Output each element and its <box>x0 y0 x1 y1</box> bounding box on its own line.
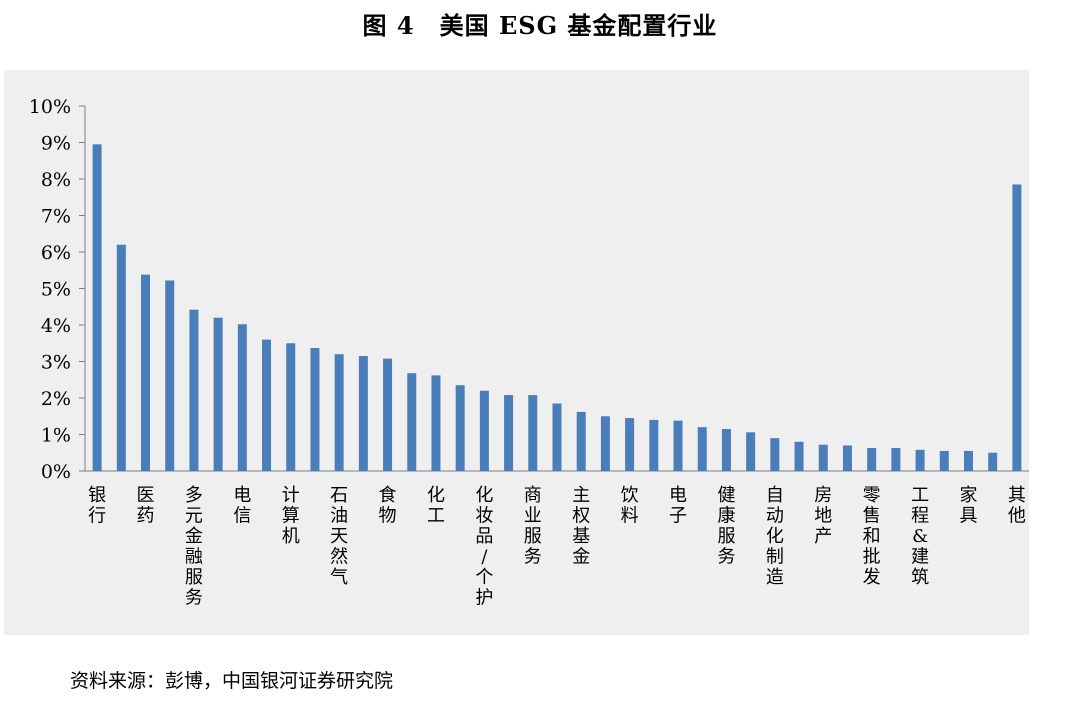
x-tick-label: 商业服务 <box>524 485 542 568</box>
figure-title: 图 4 美国 ESG 基金配置行业 <box>362 11 718 40</box>
bar <box>504 395 514 471</box>
chart-panel: 0% 1% 2% 3% 4% 5% 6% 7% 8% 9% 10% 银行 医药 多元金融服务 电信 计算机 石油… <box>4 70 1029 635</box>
bar <box>770 438 780 471</box>
x-tick-label: 家具 <box>959 485 977 527</box>
x-tick-label: 石油天然气 <box>330 485 348 588</box>
x-tick-label: 化工 <box>427 485 445 527</box>
bar <box>794 441 804 471</box>
bar <box>431 375 441 471</box>
bar <box>407 373 417 471</box>
y-tick-label: 6% <box>41 242 71 264</box>
y-tick-label: 7% <box>41 206 71 228</box>
bar <box>576 411 586 471</box>
bar <box>867 448 877 471</box>
y-tick-label: 4% <box>41 315 71 337</box>
bar <box>310 348 320 471</box>
bar <box>92 144 102 471</box>
x-tick-label: 银行 <box>88 485 106 527</box>
bar <box>262 339 272 471</box>
bar <box>358 356 368 471</box>
bar <box>963 450 973 471</box>
bar <box>528 395 538 471</box>
x-tick-label: 多元金融服务 <box>185 485 203 609</box>
y-tick-label: 2% <box>41 388 71 410</box>
bar <box>818 444 828 471</box>
y-tick-label: 9% <box>41 133 71 155</box>
bar <box>649 419 659 471</box>
x-tick-label: 医药 <box>137 485 155 527</box>
x-tick-label: 工程&建筑 <box>911 485 929 588</box>
x-tick-label: 房地产 <box>814 485 832 547</box>
x-tick-label: 其他 <box>1008 485 1026 527</box>
bar <box>721 429 731 471</box>
source-note: 资料来源：彭博，中国银河证券研究院 <box>70 670 394 692</box>
y-tick-label: 3% <box>41 352 71 374</box>
x-tick-label: 饮料 <box>621 485 639 527</box>
bar <box>891 448 901 471</box>
bar <box>746 432 756 471</box>
x-tick-label: 健康服务 <box>717 485 735 568</box>
bar <box>286 343 296 471</box>
y-tick-label: 1% <box>41 425 71 447</box>
bar <box>1012 184 1022 471</box>
bar <box>116 244 126 471</box>
x-tick-label: 电子 <box>669 485 687 527</box>
x-tick-label: 电信 <box>233 485 251 527</box>
bar <box>600 416 610 471</box>
y-tick-label: 8% <box>41 169 71 191</box>
bar <box>842 445 852 471</box>
bar <box>189 309 199 471</box>
x-tick-label: 计算机 <box>282 485 300 547</box>
bars <box>92 144 1022 471</box>
x-tick-label: 零售和批发 <box>863 485 881 588</box>
bar <box>697 427 707 471</box>
bar <box>988 452 998 471</box>
bar <box>165 280 175 471</box>
bar <box>383 358 393 471</box>
x-tick-label: 化妆品/个护 <box>475 485 493 609</box>
y-tick-label: 0% <box>41 461 71 483</box>
x-tick-label: 自动化制造 <box>766 485 784 588</box>
y-tick-label: 10% <box>29 96 71 118</box>
bar <box>141 274 151 471</box>
bar <box>915 449 925 471</box>
bar <box>625 418 635 471</box>
bar <box>479 390 489 471</box>
bar <box>455 385 465 471</box>
bar <box>213 317 223 471</box>
bar <box>237 324 247 471</box>
bar <box>552 403 562 471</box>
y-tick-label: 5% <box>41 279 71 301</box>
x-tick-label: 主权基金 <box>572 485 590 568</box>
bar <box>334 354 344 471</box>
x-tick-label: 食物 <box>379 485 397 527</box>
bar <box>673 420 683 471</box>
bar <box>939 450 949 471</box>
